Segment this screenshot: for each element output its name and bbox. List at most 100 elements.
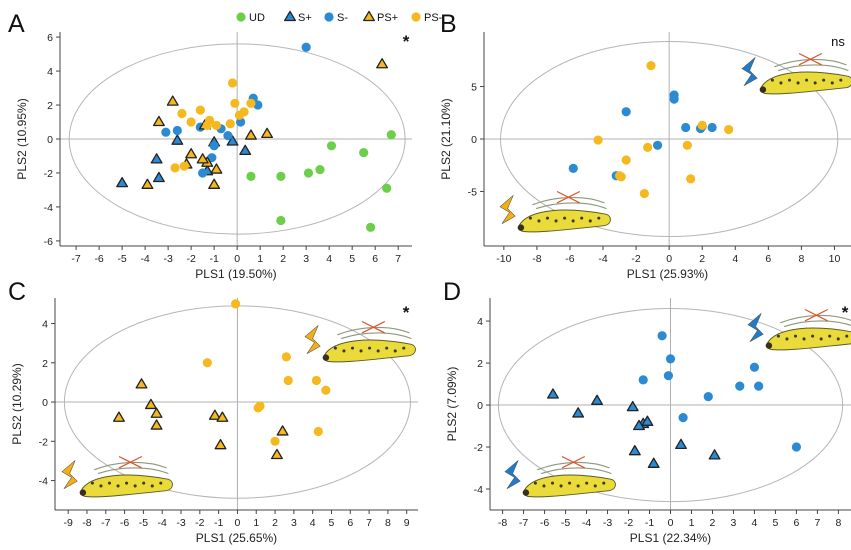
larva-head <box>522 489 530 496</box>
y-tick-label: -4 <box>44 202 53 214</box>
larva-illustration <box>304 320 416 363</box>
y-tick-label: -2 <box>44 168 53 180</box>
data-point <box>223 131 233 141</box>
larva-spot <box>125 481 129 485</box>
data-point <box>359 147 369 158</box>
data-point <box>386 130 396 140</box>
legend-item-ps-minusplus: PS+ <box>363 10 398 24</box>
parasitoid-wing-icon <box>741 57 758 87</box>
x-tick-label: -4 <box>158 517 167 529</box>
larva-spot <box>528 216 532 220</box>
data-point <box>638 375 648 385</box>
larva-body-icon <box>323 339 416 363</box>
larva-spot <box>342 349 346 353</box>
x-axis-label: PLS1 (22.34%) <box>630 531 711 545</box>
y-tick-label: 0 <box>42 397 48 409</box>
x-axis-label: PLS1 (25.93%) <box>627 267 708 281</box>
data-point <box>270 448 283 460</box>
data-point <box>261 127 274 139</box>
series-s-minus <box>568 90 717 181</box>
parasitoid-wing-icon <box>61 460 78 490</box>
data-point <box>276 215 286 226</box>
x-tick-label: 2 <box>280 253 286 265</box>
larva-spot <box>90 481 94 485</box>
legend-label: S+ <box>298 12 312 24</box>
y-tick-label: 4 <box>47 66 53 78</box>
x-tick-label: 7 <box>814 517 820 529</box>
data-point <box>112 411 125 422</box>
panel-b: -10 -8 -6 -4 -2 0 2 4 6 8 10 -5 0 5 PLS1 (25.93%) PLS2 … <box>439 10 851 281</box>
larva-spot <box>796 81 800 85</box>
data-point <box>198 168 208 178</box>
data-point <box>116 176 129 188</box>
data-point <box>626 400 639 412</box>
y-tick-label: 4 <box>477 316 483 328</box>
x-tick-label: 3 <box>731 517 737 529</box>
cross-icon <box>798 52 823 66</box>
x-tick-label: -1 <box>209 253 218 265</box>
x-tick-label: -2 <box>195 517 204 529</box>
data-point <box>141 178 154 189</box>
data-point <box>283 375 293 386</box>
x-tick-label: 1 <box>257 253 263 265</box>
legend-item-s-minusplus: S+ <box>284 10 312 24</box>
larva-spot <box>359 349 363 353</box>
x-tick-label: -10 <box>496 253 511 265</box>
x-tick-label: 8 <box>385 517 391 529</box>
data-point <box>382 183 392 193</box>
data-point <box>253 403 263 413</box>
x-tick-label: 4 <box>732 253 738 265</box>
larva-spot <box>580 216 584 220</box>
data-point <box>214 438 227 450</box>
data-point <box>226 135 239 146</box>
data-point <box>236 117 246 127</box>
x-tick-label: 6 <box>794 517 800 529</box>
data-point <box>641 415 654 426</box>
data-point <box>246 98 256 108</box>
data-point <box>144 398 157 410</box>
cross-icon <box>804 308 829 322</box>
x-tick-label: -9 <box>63 517 72 529</box>
x-tick-label: 2 <box>272 517 278 529</box>
legend: UD S+ S- PS+ PS- <box>236 10 443 24</box>
larva-spot <box>537 219 541 223</box>
y-tick-label: -4 <box>474 484 483 496</box>
larva-spot <box>770 78 774 82</box>
data-point <box>749 362 760 372</box>
larva-spot <box>385 346 389 350</box>
data-point <box>196 153 209 164</box>
data-point <box>210 163 223 174</box>
data-point <box>301 42 311 52</box>
legend-marker <box>324 12 334 22</box>
legend-item-ps-minus: PS- <box>411 12 443 24</box>
larva-spot <box>802 337 806 341</box>
x-axis-label: PLS1 (19.50%) <box>195 267 276 281</box>
data-point <box>244 129 257 140</box>
data-point <box>234 110 245 120</box>
larva-head <box>79 489 87 496</box>
larva-spot <box>779 81 783 85</box>
data-point <box>230 98 240 108</box>
data-point <box>246 171 256 181</box>
larva-spot <box>828 334 832 338</box>
data-point <box>204 115 215 125</box>
x-tick-label: 6 <box>765 253 771 265</box>
larva-spot <box>159 481 163 485</box>
data-point <box>276 171 286 181</box>
cross-icon <box>118 455 143 469</box>
data-point <box>646 60 656 71</box>
y-tick-label: 2 <box>42 358 48 370</box>
larva-spot <box>376 349 380 353</box>
data-point <box>195 105 205 115</box>
legend-marker <box>284 10 296 22</box>
data-point <box>150 419 163 430</box>
x-tick-label: 1 <box>689 517 695 529</box>
data-point <box>171 134 184 145</box>
data-point <box>281 352 291 362</box>
x-tick-label: -7 <box>71 253 80 265</box>
data-point <box>628 444 641 456</box>
x-tick-label: 0 <box>235 517 241 529</box>
x-tick-label: -5 <box>117 253 126 265</box>
data-point <box>270 436 280 446</box>
